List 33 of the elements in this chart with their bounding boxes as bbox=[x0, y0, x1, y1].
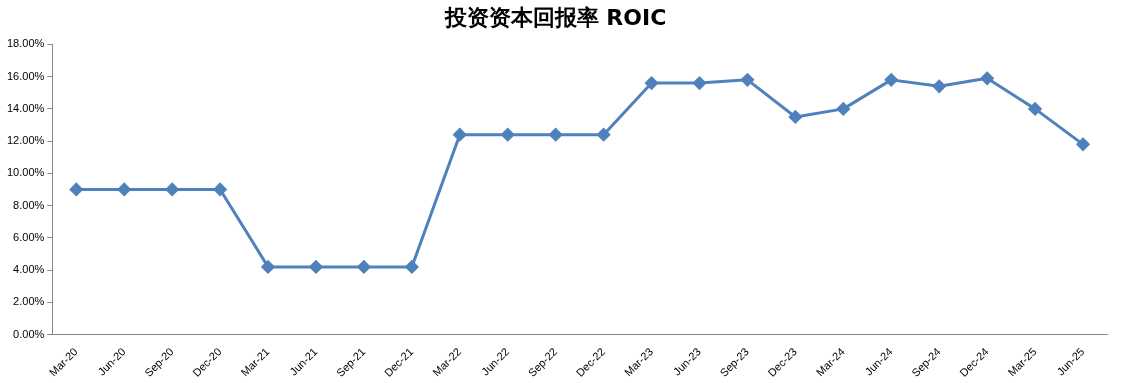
point bbox=[501, 128, 515, 142]
point bbox=[69, 182, 83, 196]
point bbox=[261, 260, 275, 274]
point bbox=[405, 260, 419, 274]
chart-title: 投资资本回报率 ROIC bbox=[443, 4, 667, 30]
y-tick-label: 0.00% bbox=[13, 327, 45, 340]
y-tick-label: 2.00% bbox=[13, 295, 45, 308]
y-tick-label: 6.00% bbox=[13, 230, 45, 243]
y-tick-label: 10.00% bbox=[7, 166, 45, 179]
point bbox=[597, 128, 611, 142]
point bbox=[980, 71, 994, 85]
y-tick-label: 16.00% bbox=[7, 69, 45, 82]
point bbox=[453, 128, 467, 142]
point bbox=[788, 110, 802, 124]
point bbox=[836, 102, 850, 116]
point bbox=[1028, 102, 1042, 116]
y-tick-label: 18.00% bbox=[7, 37, 45, 50]
y-tick-label: 4.00% bbox=[13, 263, 45, 276]
y-tick-label: 12.00% bbox=[7, 134, 45, 147]
point bbox=[117, 182, 131, 196]
point bbox=[740, 73, 754, 87]
point bbox=[884, 73, 898, 87]
point bbox=[932, 79, 946, 93]
point bbox=[213, 182, 227, 196]
point bbox=[309, 260, 323, 274]
point bbox=[165, 182, 179, 196]
point bbox=[357, 260, 371, 274]
y-tick-label: 8.00% bbox=[13, 198, 45, 211]
point bbox=[645, 76, 659, 90]
point bbox=[549, 128, 563, 142]
y-tick-label: 14.00% bbox=[7, 101, 45, 114]
point bbox=[693, 76, 707, 90]
point bbox=[1076, 137, 1090, 151]
